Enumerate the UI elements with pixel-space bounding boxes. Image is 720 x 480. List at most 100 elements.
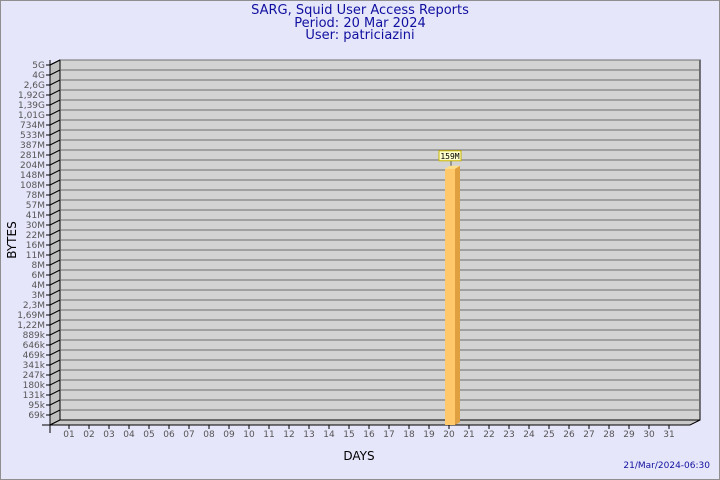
x-axis-label: DAYS xyxy=(343,449,374,463)
y-tick-slant xyxy=(49,359,61,366)
y-tick-slant xyxy=(49,139,61,146)
y-tick-slant xyxy=(49,229,61,236)
y-tick-label: 78M xyxy=(26,191,45,201)
y-tick-slant xyxy=(49,399,61,406)
y-tick-slant xyxy=(49,249,61,256)
y-tick-slant xyxy=(49,99,61,106)
y-tick-label: 5G xyxy=(32,61,45,71)
y-tick-label: 6M xyxy=(32,271,46,281)
bar-top xyxy=(445,165,460,169)
x-tick-label: 15 xyxy=(343,430,354,440)
y-tick-slant xyxy=(49,389,61,396)
x-tick-label: 08 xyxy=(203,430,215,440)
y-tick-label: 3M xyxy=(32,291,46,301)
y-tick-slant xyxy=(49,279,61,286)
y-tick-label: 108M xyxy=(20,181,45,191)
y-tick-label: 1,01G xyxy=(18,111,45,121)
y-tick-label: 2,6G xyxy=(24,81,45,91)
x-tick-label: 31 xyxy=(663,430,674,440)
x-tick-label: 01 xyxy=(63,430,74,440)
y-tick-label: 16M xyxy=(26,241,45,251)
y-tick-slant xyxy=(49,379,61,386)
chart-period: Period: 20 Mar 2024 xyxy=(294,16,426,31)
x-tick-label: 10 xyxy=(243,430,255,440)
y-tick-label: 1,39G xyxy=(18,101,45,111)
x-tick-label: 18 xyxy=(403,430,415,440)
y-tick-slant xyxy=(49,309,61,316)
x-tick-label: 23 xyxy=(503,430,514,440)
y-tick-slant xyxy=(49,239,61,246)
x-tick-label: 28 xyxy=(603,430,615,440)
x-tick-label: 05 xyxy=(143,430,154,440)
y-tick-label: 646k xyxy=(23,341,46,351)
x-tick-label: 06 xyxy=(163,430,175,440)
y-tick-slant xyxy=(49,319,61,326)
x-tick-label: 14 xyxy=(323,430,335,440)
y-tick-label: 2,3M xyxy=(23,301,45,311)
y-tick-slant xyxy=(49,329,61,336)
y-tick-slant xyxy=(49,129,61,136)
x-tick-label: 11 xyxy=(263,430,274,440)
y-tick-label: 11M xyxy=(26,251,45,261)
y-tick-label: 387M xyxy=(20,141,45,151)
y-tick-label: 4M xyxy=(32,281,46,291)
y-tick-slant xyxy=(49,79,61,86)
x-tick-label: 30 xyxy=(643,430,655,440)
y-tick-slant xyxy=(49,299,61,306)
y-tick-slant xyxy=(49,339,61,346)
y-tick-label: 22M xyxy=(26,231,45,241)
y-tick-slant xyxy=(49,409,61,416)
generated-timestamp: 21/Mar/2024-06:30 xyxy=(623,461,710,471)
y-tick-label: 57M xyxy=(26,201,45,211)
y-tick-slant xyxy=(49,199,61,206)
y-tick-slant xyxy=(49,219,61,226)
y-tick-slant xyxy=(49,119,61,126)
x-tick-label: 04 xyxy=(123,430,135,440)
bar xyxy=(445,168,455,425)
y-tick-label: 1,92G xyxy=(18,91,45,101)
x-tick-label: 25 xyxy=(543,430,554,440)
x-tick-label: 24 xyxy=(523,430,535,440)
y-tick-label: 247k xyxy=(23,371,46,381)
x-tick-label: 22 xyxy=(483,430,494,440)
y-tick-label: 1,69M xyxy=(17,311,45,321)
y-tick-label: 95k xyxy=(28,401,45,411)
x-tick-label: 27 xyxy=(583,430,594,440)
y-tick-slant xyxy=(49,89,61,96)
bar-side xyxy=(455,165,460,425)
x-tick-label: 12 xyxy=(283,430,294,440)
y-tick-label: 8M xyxy=(32,261,46,271)
x-tick-label: 07 xyxy=(183,430,194,440)
x-tick-label: 26 xyxy=(563,430,575,440)
y-tick-slant xyxy=(49,209,61,216)
y-axis-label: BYTES xyxy=(5,221,19,258)
y-tick-label: 204M xyxy=(20,161,45,171)
x-tick-label: 09 xyxy=(223,430,235,440)
y-tick-label: 131k xyxy=(23,391,46,401)
chart-user: User: patriciazini xyxy=(305,28,415,43)
x-tick-label: 02 xyxy=(83,430,94,440)
y-tick-label: 734M xyxy=(20,121,45,131)
y-tick-slant xyxy=(49,159,61,166)
x-tick-label: 19 xyxy=(423,430,435,440)
y-tick-slant xyxy=(49,179,61,186)
y-tick-slant xyxy=(49,59,61,66)
y-tick-label: 180k xyxy=(23,381,46,391)
x-tick-label: 17 xyxy=(383,430,394,440)
x-tick-label: 29 xyxy=(623,430,635,440)
y-tick-slant xyxy=(49,69,61,76)
y-tick-label: 341k xyxy=(23,361,46,371)
x-tick-label: 13 xyxy=(303,430,314,440)
y-tick-label: 69k xyxy=(28,411,45,421)
y-tick-label: 1,22M xyxy=(17,321,45,331)
y-tick-slant xyxy=(49,349,61,356)
y-tick-slant xyxy=(49,149,61,156)
x-tick-label: 21 xyxy=(463,430,474,440)
data-label: 159M xyxy=(440,152,459,161)
y-tick-slant xyxy=(49,259,61,266)
y-tick-label: 469k xyxy=(23,351,46,361)
data-label-box xyxy=(438,150,462,162)
x-tick-label: 16 xyxy=(363,430,375,440)
y-tick-label: 889k xyxy=(23,331,46,341)
